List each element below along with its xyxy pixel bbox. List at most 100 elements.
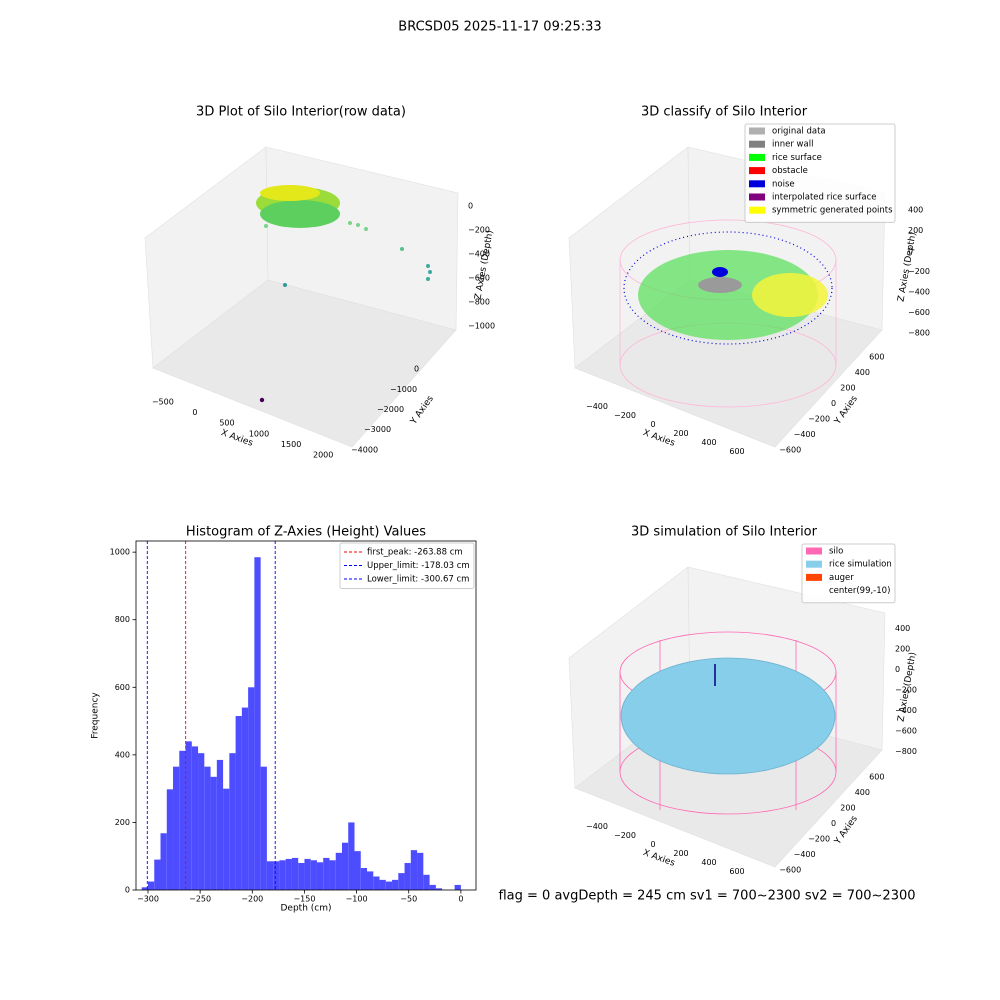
legend-box bbox=[744, 123, 896, 223]
bar bbox=[260, 766, 267, 890]
legend-label: interpolated rice surface bbox=[772, 193, 877, 203]
y-tick-label: 800 bbox=[115, 615, 130, 624]
bar bbox=[285, 858, 292, 890]
y-tick-label: 600 bbox=[115, 683, 130, 692]
legend-swatch bbox=[749, 153, 765, 161]
y-tick-label: −200 bbox=[808, 835, 830, 844]
legend-label: noise bbox=[772, 179, 795, 189]
bar bbox=[248, 687, 255, 890]
x-tick-label: −500 bbox=[152, 398, 174, 407]
noise-ring bbox=[623, 231, 833, 345]
x-tick-label: 0 bbox=[650, 420, 655, 429]
x-tick-label: −100 bbox=[346, 895, 368, 904]
z-tick-label: −400 bbox=[908, 287, 930, 296]
z-tick-label: −200 bbox=[895, 686, 917, 695]
bar bbox=[179, 750, 186, 890]
x-tick-label: 500 bbox=[219, 419, 234, 428]
x-tick-label: 200 bbox=[673, 429, 688, 438]
bar bbox=[185, 741, 192, 890]
y-tick-label: −3000 bbox=[364, 425, 391, 434]
legend-swatch bbox=[749, 167, 765, 175]
x-axis-label: Depth (cm) bbox=[280, 904, 331, 914]
z-tick-label: 0 bbox=[468, 202, 473, 211]
bar bbox=[173, 766, 180, 890]
y-tick-label: −2000 bbox=[377, 405, 404, 414]
inner-wall bbox=[698, 277, 742, 293]
subplot-title: 3D simulation of Silo Interior bbox=[631, 525, 818, 540]
legend-label: original data bbox=[772, 127, 826, 137]
legend-swatch bbox=[806, 547, 822, 555]
x-tick-label: 0 bbox=[650, 840, 655, 849]
x-tick-label: −150 bbox=[293, 895, 315, 904]
z-tick-label: 400 bbox=[908, 206, 923, 215]
legend-label: first_peak: -263.88 cm bbox=[367, 548, 463, 558]
z-tick-label: −200 bbox=[468, 226, 490, 235]
bar bbox=[323, 857, 330, 890]
z-tick-label: −600 bbox=[895, 727, 917, 736]
pane bbox=[152, 279, 457, 448]
legend-swatch bbox=[806, 587, 822, 595]
bar bbox=[279, 860, 286, 890]
bar bbox=[266, 861, 274, 890]
subplot-title: 3D Plot of Silo Interior(row data) bbox=[196, 105, 406, 120]
bar bbox=[398, 873, 405, 890]
z-tick-label: −600 bbox=[468, 274, 490, 283]
y-tick-label: 0 bbox=[831, 399, 836, 408]
bar bbox=[354, 851, 361, 890]
y-tick-label: 600 bbox=[869, 772, 884, 781]
bar bbox=[360, 868, 368, 890]
legend-label: silo bbox=[829, 547, 843, 557]
bar bbox=[241, 707, 249, 890]
bar bbox=[379, 879, 386, 890]
legend-swatch bbox=[749, 127, 765, 135]
y-tick-label: −400 bbox=[794, 430, 816, 439]
x-axis-label: X Axies bbox=[641, 848, 676, 869]
rice-surface bbox=[638, 250, 818, 340]
subplot-title: 3D classify of Silo Interior bbox=[641, 105, 808, 120]
point bbox=[426, 277, 430, 281]
legend-label: symmetric generated points bbox=[772, 206, 893, 216]
y-tick-label: −400 bbox=[794, 850, 816, 859]
legend-swatch bbox=[749, 180, 765, 188]
point bbox=[264, 224, 268, 228]
y-tick-label: 400 bbox=[115, 750, 130, 759]
bar bbox=[316, 862, 324, 890]
bar bbox=[141, 887, 148, 890]
x-tick-label: −400 bbox=[586, 402, 608, 411]
bar bbox=[423, 874, 430, 890]
bar bbox=[147, 881, 155, 890]
bar bbox=[154, 859, 161, 890]
x-tick-label: 400 bbox=[701, 858, 716, 867]
legend-label: inner wall bbox=[772, 140, 813, 150]
y-tick-label: 600 bbox=[869, 352, 884, 361]
bar bbox=[410, 850, 418, 890]
bar bbox=[273, 861, 280, 890]
legend-label: rice simulation bbox=[829, 560, 892, 570]
point bbox=[259, 397, 265, 403]
y-axis-label: Y Axies bbox=[408, 394, 436, 427]
y-tick-label: −4000 bbox=[351, 445, 378, 454]
bar bbox=[417, 852, 424, 890]
z-tick-label: −400 bbox=[468, 250, 490, 259]
x-tick-label: −300 bbox=[137, 895, 159, 904]
legend-label: obstacle bbox=[772, 166, 808, 176]
z-tick-label: −1000 bbox=[468, 322, 495, 331]
x-tick-label: 2000 bbox=[313, 450, 333, 459]
legend-label: Lower_limit: -300.67 cm bbox=[367, 575, 469, 585]
z-tick-label: −800 bbox=[895, 747, 917, 756]
bar bbox=[404, 862, 411, 890]
point bbox=[428, 270, 432, 274]
legend-swatch bbox=[749, 193, 765, 201]
z-tick-label: 200 bbox=[895, 644, 910, 653]
x-tick-label: −200 bbox=[614, 831, 636, 840]
bar bbox=[367, 871, 374, 890]
figure-title: BRCSD05 2025-11-17 09:25:33 bbox=[398, 20, 601, 35]
bar bbox=[291, 857, 299, 890]
x-tick-label: 1500 bbox=[281, 440, 301, 449]
bar bbox=[435, 888, 443, 890]
legend-swatch bbox=[749, 206, 765, 214]
legend-label: auger bbox=[829, 573, 854, 583]
bar bbox=[210, 776, 217, 890]
cloud-band bbox=[260, 185, 320, 201]
x-tick-label: 0 bbox=[458, 895, 463, 904]
